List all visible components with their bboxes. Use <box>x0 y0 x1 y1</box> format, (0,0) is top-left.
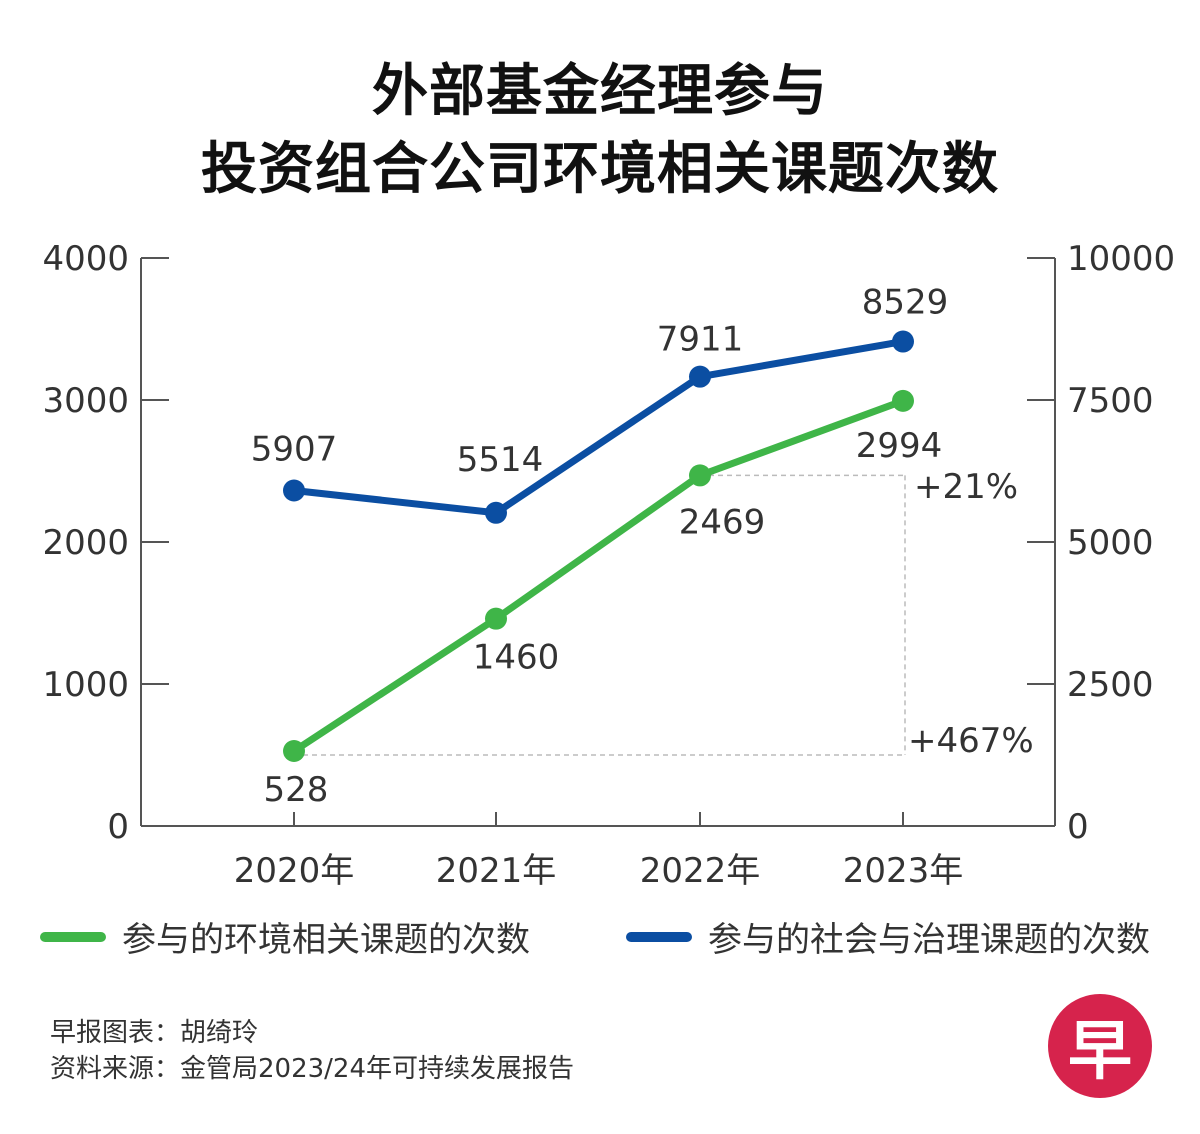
data-point-social-governance <box>892 330 914 353</box>
y-right-tick-label: 0 <box>1067 807 1089 847</box>
data-label-environment: 528 <box>264 770 329 810</box>
data-point-social-governance <box>283 479 305 502</box>
credit-chart-by: 早报图表：胡绮玲 <box>50 1018 259 1048</box>
data-label-environment: 2469 <box>679 502 766 542</box>
annotation-growth-21: +21% <box>914 467 1018 507</box>
legend-label-environment: 参与的环境相关课题的次数 <box>122 920 530 960</box>
y-left-tick-label: 1000 <box>42 665 129 705</box>
y-right-tick-label: 5000 <box>1067 523 1154 563</box>
data-point-environment <box>485 607 507 630</box>
line-chart: 0 1000 2000 3000 4000 0 2500 5000 7500 10000 2020年… <box>42 239 1175 891</box>
y-left-tick-label: 4000 <box>42 239 129 279</box>
data-point-environment <box>689 464 711 487</box>
legend-item-environment: 参与的环境相关课题的次数 <box>40 912 530 961</box>
legend-item-social-governance: 参与的社会与治理课题的次数 <box>626 912 1150 961</box>
x-tick-label: 2023年 <box>843 851 964 891</box>
credit-source: 资料来源：金管局2023/24年可持续发展报告 <box>50 1054 575 1084</box>
y-left-tick-label: 3000 <box>42 381 129 421</box>
data-label-environment: 2994 <box>856 426 943 466</box>
x-tick-label: 2022年 <box>640 851 761 891</box>
data-label-social-governance: 5907 <box>251 429 338 469</box>
zaobao-logo: 早 <box>1048 994 1152 1098</box>
y-right-tick-label: 7500 <box>1067 381 1154 421</box>
x-tick-label: 2021年 <box>436 851 557 891</box>
data-label-social-governance: 8529 <box>862 283 949 323</box>
data-point-social-governance <box>689 365 711 388</box>
data-point-social-governance <box>485 501 507 524</box>
series-line-environment <box>290 397 907 755</box>
legend-label-social-governance: 参与的社会与治理课题的次数 <box>708 920 1150 960</box>
chart-title-line-2: 投资组合公司环境相关课题次数 <box>201 137 999 202</box>
chart-title-line-1: 外部基金经理参与 <box>372 59 828 124</box>
y-left-tick-label: 0 <box>107 807 129 847</box>
annotation-growth-467: +467% <box>908 721 1034 761</box>
series-line-social-governance <box>290 338 907 517</box>
y-left-tick-label: 2000 <box>42 523 129 563</box>
data-label-social-governance: 5514 <box>457 440 544 480</box>
data-point-environment <box>892 389 914 412</box>
data-label-environment: 1460 <box>473 638 560 678</box>
x-tick-label: 2020年 <box>234 851 355 891</box>
data-point-environment <box>283 740 305 763</box>
legend-swatch-blue <box>626 931 692 942</box>
y-right-tick-label: 2500 <box>1067 665 1154 705</box>
y-right-tick-label: 10000 <box>1067 239 1175 279</box>
data-label-social-governance: 7911 <box>657 320 744 360</box>
legend-swatch-green <box>40 931 106 942</box>
